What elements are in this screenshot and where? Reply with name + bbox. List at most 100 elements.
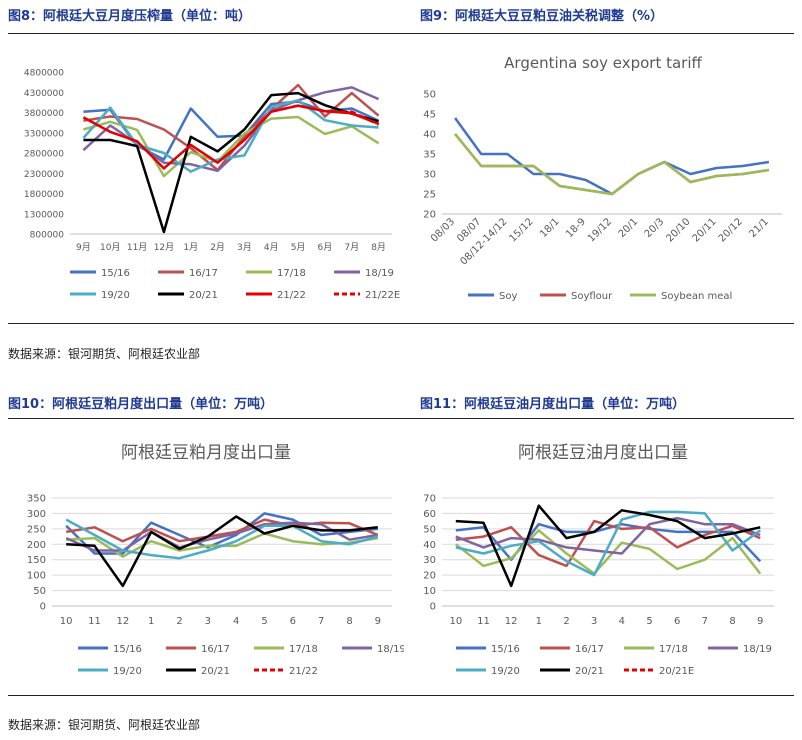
series-line bbox=[66, 515, 378, 588]
x-tick-label: 18/1 bbox=[538, 216, 562, 240]
x-tick-label: 20/11 bbox=[691, 216, 719, 244]
legend-label: 17/18 bbox=[659, 644, 688, 655]
y-tick-label: 2800000 bbox=[24, 150, 64, 160]
x-tick-label: 20/10 bbox=[664, 216, 692, 244]
x-tick-label: 9 bbox=[375, 616, 381, 627]
y-tick-label: 100 bbox=[27, 571, 46, 582]
legend-label: 20/21 bbox=[189, 290, 218, 301]
series-line bbox=[82, 104, 380, 170]
y-tick-label: 35 bbox=[423, 150, 436, 161]
x-tick-label: 6 bbox=[290, 616, 296, 627]
y-tick-label: 20 bbox=[423, 210, 436, 221]
x-tick-label: 2 bbox=[563, 616, 569, 627]
y-tick-label: 1800000 bbox=[24, 190, 64, 200]
series-line bbox=[65, 518, 379, 560]
legend-label: 15/16 bbox=[113, 644, 142, 655]
x-tick-label: 1 bbox=[536, 616, 542, 627]
y-tick-label: 40 bbox=[423, 130, 436, 141]
x-tick-label: 6月 bbox=[318, 242, 333, 253]
series-line bbox=[454, 133, 770, 196]
series-line bbox=[455, 504, 761, 588]
y-tick-label: 4300000 bbox=[24, 89, 64, 99]
x-tick-label: 5 bbox=[646, 616, 652, 627]
legend-label: 18/19 bbox=[377, 644, 404, 655]
legend-label: Soy bbox=[499, 291, 517, 302]
legend-label: 16/17 bbox=[201, 644, 230, 655]
y-tick-label: 10 bbox=[423, 586, 436, 597]
y-tick-label: 3300000 bbox=[24, 129, 64, 139]
x-tick-label: 20/3 bbox=[643, 216, 667, 240]
y-tick-label: 20 bbox=[423, 571, 436, 582]
series-line bbox=[454, 133, 770, 196]
x-tick-label: 11 bbox=[477, 616, 490, 627]
x-tick-label: 4 bbox=[233, 616, 239, 627]
crush-chart: 800000 1300000 1800000 2300000 2800000 330000… bbox=[24, 69, 400, 302]
x-tick-label: 4 bbox=[619, 616, 625, 627]
x-tick-label: 12 bbox=[116, 616, 129, 627]
y-tick-label: 2300000 bbox=[24, 170, 64, 180]
legend-label: 19/20 bbox=[113, 666, 142, 677]
x-tick-label: 8月 bbox=[371, 242, 386, 253]
y-tick-label: 50 bbox=[423, 524, 436, 535]
x-tick-label: 11月 bbox=[127, 242, 147, 253]
x-tick-label: 6 bbox=[674, 616, 680, 627]
series-line bbox=[455, 529, 762, 575]
x-tick-label: 18-9 bbox=[564, 216, 588, 240]
series-line bbox=[65, 518, 379, 543]
x-tick-label: 3 bbox=[591, 616, 597, 627]
x-tick-label: 3 bbox=[205, 616, 211, 627]
x-tick-label: 1 bbox=[148, 616, 154, 627]
y-tick-label: 70 bbox=[423, 494, 436, 505]
fig11-title: 图11：阿根廷豆油月度出口量（单位：万吨） bbox=[420, 397, 686, 412]
x-tick-label: 10 bbox=[449, 616, 462, 627]
x-tick-label: 9月 bbox=[76, 242, 91, 253]
y-tick-label: 50 bbox=[33, 586, 46, 597]
y-tick-label: 200 bbox=[27, 540, 46, 551]
y-tick-label: 0 bbox=[430, 602, 436, 613]
y-tick-label: 45 bbox=[423, 110, 436, 121]
y-tick-label: 60 bbox=[423, 509, 436, 520]
x-tick-label: 08/03 bbox=[429, 216, 457, 244]
y-tick-label: 25 bbox=[423, 190, 436, 201]
legend-label: 21/22E bbox=[365, 290, 400, 301]
legend-label: Soybean meal bbox=[661, 291, 732, 302]
fig10-title: 图10：阿根廷豆粕月度出口量（单位：万吨） bbox=[8, 397, 274, 412]
legend-label: 21/22 bbox=[277, 290, 306, 301]
legend-label: 21/22 bbox=[289, 666, 318, 677]
legend-label: 16/17 bbox=[189, 268, 218, 279]
source-bottom: 数据来源：银河期货、阿根廷农业部 bbox=[8, 718, 201, 732]
series-line bbox=[83, 91, 379, 234]
legend-label: Soyflour bbox=[571, 291, 613, 302]
legend-label: 17/18 bbox=[277, 268, 306, 279]
legend-label: 15/16 bbox=[491, 644, 520, 655]
x-tick-label: 7月 bbox=[344, 242, 359, 253]
legend-label: 19/20 bbox=[101, 290, 130, 301]
chart-title: Argentina soy export tariff bbox=[504, 54, 702, 72]
x-tick-label: 19/12 bbox=[586, 216, 614, 244]
y-tick-label: 150 bbox=[27, 555, 46, 566]
series-line bbox=[271, 104, 380, 126]
series-line bbox=[455, 510, 761, 577]
y-tick-label: 0 bbox=[40, 602, 46, 613]
top-rule bbox=[8, 33, 794, 34]
y-tick-label: 4800000 bbox=[24, 69, 64, 79]
x-tick-label: 5月 bbox=[291, 242, 306, 253]
series-line bbox=[455, 516, 761, 555]
tariff-chart: Argentina soy export tariff 20 25 30 35 40 45 5… bbox=[423, 54, 782, 302]
x-tick-label: 08/12-14/12 bbox=[458, 216, 509, 267]
x-tick-label: 9 bbox=[757, 616, 763, 627]
legend-label: 16/17 bbox=[575, 644, 604, 655]
source-top: 数据来源：银河期货、阿根廷农业部 bbox=[8, 347, 201, 361]
y-tick-label: 50 bbox=[423, 90, 436, 101]
x-tick-label: 10 bbox=[60, 616, 73, 627]
mid-rule-2 bbox=[8, 418, 794, 419]
y-tick-label: 1300000 bbox=[24, 210, 64, 220]
x-tick-label: 3月 bbox=[237, 242, 252, 253]
legend-label: 19/20 bbox=[491, 666, 520, 677]
legend-label: 20/21E bbox=[659, 666, 694, 677]
x-tick-label: 15/12 bbox=[507, 216, 535, 244]
x-tick-label: 12 bbox=[505, 616, 518, 627]
x-tick-label: 2 bbox=[176, 616, 182, 627]
